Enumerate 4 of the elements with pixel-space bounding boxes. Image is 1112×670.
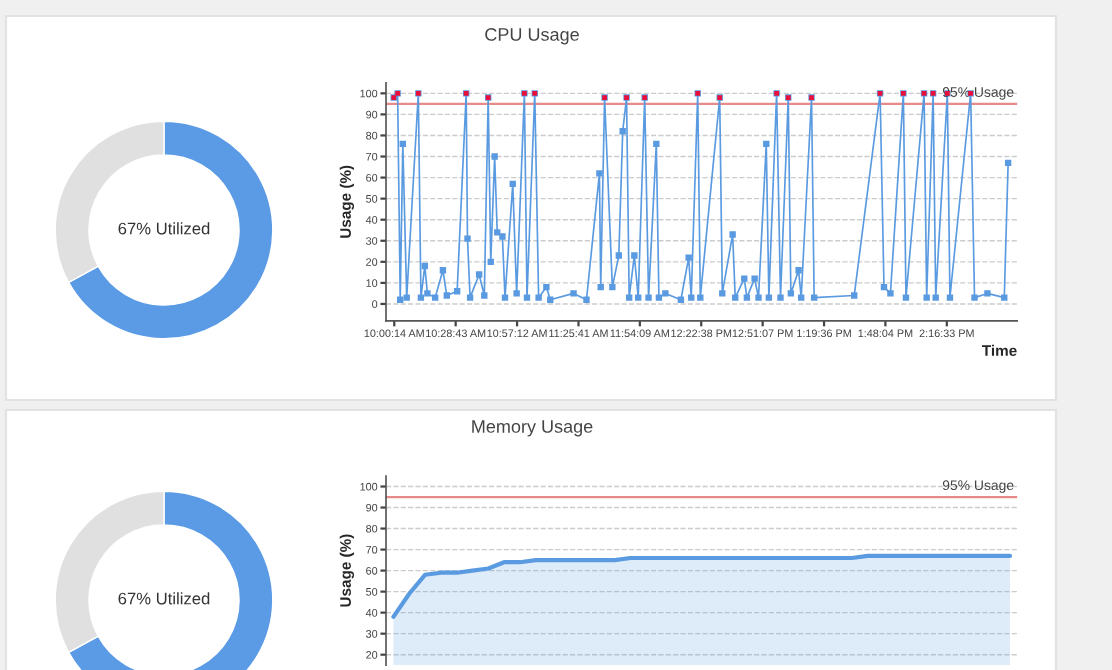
text: 67% Utilized xyxy=(118,222,210,235)
chart-title: CPU Usage xyxy=(485,28,579,45)
text: 67% Utilized xyxy=(118,592,210,605)
chart-title: Memory Usage xyxy=(472,420,593,437)
